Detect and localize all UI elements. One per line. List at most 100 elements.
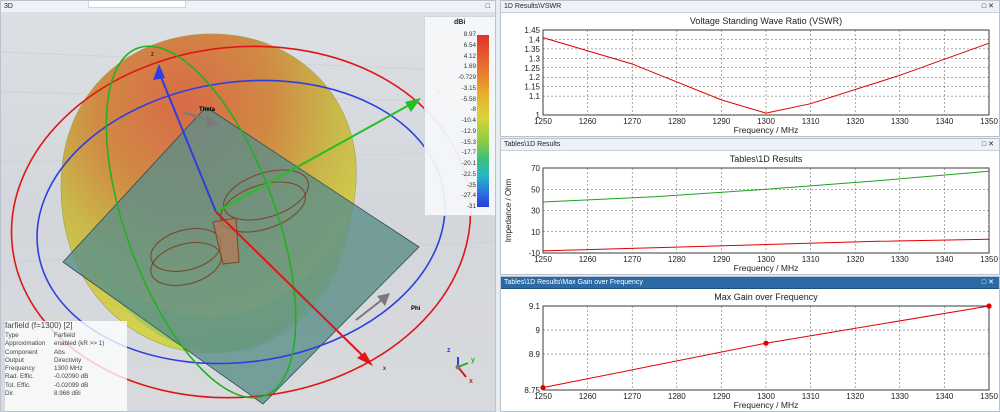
info-value: Farfield bbox=[54, 332, 75, 339]
x-tick-label: 1280 bbox=[668, 255, 686, 264]
y-tick-label: 8.9 bbox=[529, 350, 541, 359]
x-tick-label: 1330 bbox=[891, 117, 909, 126]
info-key: Dir. bbox=[5, 390, 15, 398]
colorbar-tick-label: -12.9 bbox=[461, 127, 476, 135]
info-key: Component bbox=[5, 348, 38, 356]
y-tick-label: 70 bbox=[531, 164, 540, 173]
phi-arrow-line bbox=[355, 298, 384, 321]
ground-plane bbox=[62, 106, 420, 405]
x-tick-label: 1310 bbox=[802, 117, 820, 126]
x-tick-label: 1250 bbox=[534, 117, 552, 126]
view-3d-panel[interactable]: 3D □ bbox=[0, 0, 496, 412]
y-tick-label: 8.75 bbox=[524, 386, 540, 395]
window-buttons[interactable]: □✕ bbox=[982, 1, 996, 12]
colorbar-tick-label: 6.54 bbox=[463, 41, 476, 49]
x-axis-label: x bbox=[383, 366, 386, 372]
farfield-3d-scene[interactable]: z y x Theta Phi z y x bbox=[1, 12, 496, 412]
window-buttons[interactable]: □✕ bbox=[982, 139, 996, 150]
window-buttons[interactable]: □ bbox=[486, 1, 492, 12]
info-value: 1300 MHz bbox=[54, 365, 83, 373]
y-axis-label: Impedance / Ohm bbox=[504, 178, 513, 242]
x-tick-label: 1310 bbox=[802, 392, 820, 401]
maximize-icon[interactable]: □ bbox=[485, 3, 492, 10]
series-line-1 bbox=[542, 238, 990, 252]
impedance-window-title: Tables\1D Results bbox=[504, 141, 561, 148]
x-tick-label: 1340 bbox=[936, 117, 954, 126]
x-tick-label: 1330 bbox=[891, 392, 909, 401]
info-row: Output Directivity bbox=[5, 357, 127, 365]
info-key: Rad. Effic. bbox=[5, 373, 34, 381]
colorbar-unit: dBi bbox=[454, 19, 466, 26]
info-row: Dir. 8.968 dBi bbox=[5, 390, 127, 398]
window-buttons[interactable]: □✕ bbox=[982, 277, 996, 288]
data-point bbox=[763, 340, 769, 346]
y-axis-arrowhead bbox=[405, 98, 421, 112]
y-tick-label: 50 bbox=[531, 185, 540, 194]
impedance-panel[interactable]: Tables\1D Results □✕ Tables\1D Results 12… bbox=[500, 138, 1000, 275]
y-tick-label: -10 bbox=[528, 249, 540, 258]
x-tick-label: 1260 bbox=[579, 117, 597, 126]
max-gain-titlebar: Tables\1D Results\Max Gain over Frequenc… bbox=[501, 277, 999, 289]
maximize-icon[interactable]: □ bbox=[981, 279, 989, 286]
y-tick-label: 10 bbox=[531, 228, 540, 237]
x-tick-label: 1250 bbox=[534, 392, 552, 401]
y-tick-label: 1.15 bbox=[524, 83, 540, 92]
x-tick-label: 1300 bbox=[757, 117, 775, 126]
view-3d-title: 3D bbox=[4, 3, 13, 10]
x-tick-label: 1340 bbox=[936, 392, 954, 401]
close-icon[interactable]: ✕ bbox=[988, 141, 996, 148]
impedance-titlebar: Tables\1D Results □✕ bbox=[501, 139, 999, 151]
y-tick-label: 1.45 bbox=[524, 26, 540, 35]
view-3d-tab[interactable] bbox=[88, 1, 186, 8]
z-axis-arrowhead bbox=[153, 64, 165, 80]
z-axis-line bbox=[158, 71, 217, 213]
vswr-panel[interactable]: 1D Results\VSWR □✕ Voltage Standing Wave… bbox=[500, 0, 1000, 137]
theta-label: Theta bbox=[199, 107, 216, 113]
x-tick-label: 1290 bbox=[713, 255, 731, 264]
colorbar-tick-label: -20.1 bbox=[461, 160, 476, 167]
x-tick-label: 1290 bbox=[713, 392, 731, 401]
triad-y-label: y bbox=[471, 357, 475, 364]
max-gain-panel[interactable]: Tables\1D Results\Max Gain over Frequenc… bbox=[500, 276, 1000, 412]
y-axis-line bbox=[215, 103, 412, 213]
theta-arrowhead bbox=[207, 116, 219, 128]
x-tick-label: 1350 bbox=[980, 392, 998, 401]
info-key: Frequency bbox=[5, 365, 35, 373]
phi-label: Phi bbox=[411, 306, 421, 312]
x-tick-label: 1350 bbox=[980, 117, 998, 126]
x-tick-label: 1290 bbox=[713, 117, 731, 126]
x-axis-line bbox=[215, 211, 367, 360]
y-tick-label: 1.3 bbox=[529, 54, 541, 63]
colorbar-legend: dBi 8.97 6.54 4.12 1.69 -0.729 -3.15 -5.58 -8 -1… bbox=[424, 16, 495, 216]
y-tick-label: 1 bbox=[536, 111, 541, 120]
info-key: Tot. Effic. bbox=[5, 381, 31, 389]
farfield-info-rows: Type Farfield Approximation enabled (kR >> … bbox=[5, 332, 127, 398]
close-icon[interactable]: ✕ bbox=[988, 279, 996, 286]
y-tick-label: 1.4 bbox=[529, 35, 541, 44]
x-axis-label: Frequency / MHz bbox=[734, 263, 799, 273]
x-tick-label: 1340 bbox=[936, 255, 954, 264]
close-icon[interactable]: ✕ bbox=[988, 3, 996, 10]
vswr-chart[interactable]: Voltage Standing Wave Ratio (VSWR) 1250 12… bbox=[501, 13, 999, 136]
orientation-triad bbox=[455, 357, 469, 378]
y-tick-label: 1.25 bbox=[524, 64, 540, 73]
maximize-icon[interactable]: □ bbox=[981, 141, 989, 148]
colorbar-tick-label: 4.12 bbox=[463, 52, 476, 60]
maximize-icon[interactable]: □ bbox=[981, 3, 989, 10]
max-gain-chart[interactable]: Max Gain over Frequency 1250 1260 1270 1280 1… bbox=[501, 289, 999, 411]
chart-title: Voltage Standing Wave Ratio (VSWR) bbox=[690, 16, 842, 26]
farfield-info-box: farfield (f=1300) [2] Type Farfield Approx… bbox=[5, 321, 127, 411]
x-tick-label: 1310 bbox=[802, 255, 820, 264]
impedance-chart[interactable]: Tables\1D Results 1250 1260 1270 1280 1290 130… bbox=[501, 151, 999, 274]
x-tick-label: 1300 bbox=[757, 255, 775, 264]
info-value: Directivity bbox=[54, 356, 82, 364]
y-tick-label: 9.1 bbox=[529, 302, 541, 311]
colorbar-gradient bbox=[477, 35, 489, 207]
info-key: Output bbox=[5, 356, 24, 364]
y-tick-label: 1.2 bbox=[529, 73, 541, 82]
colorbar-tick-label: -27.4 bbox=[461, 192, 476, 200]
colorbar-tick-label: -15.3 bbox=[461, 138, 476, 146]
x-tick-label: 1330 bbox=[891, 255, 909, 264]
info-value: enabled (kR >> 1) bbox=[54, 340, 105, 348]
vswr-titlebar: 1D Results\VSWR □✕ bbox=[501, 1, 999, 13]
